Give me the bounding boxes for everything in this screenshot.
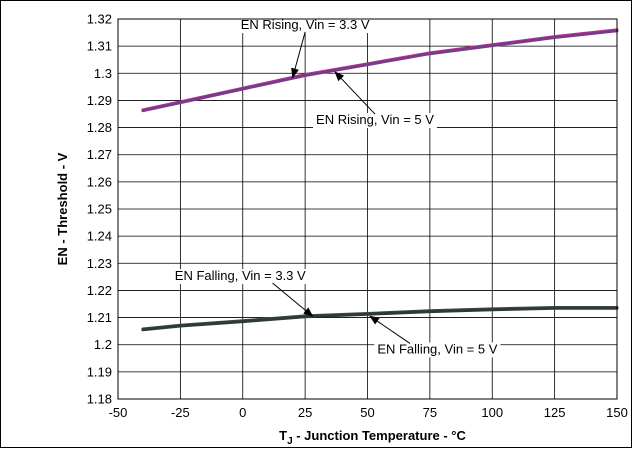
y-tick-label: 1.24 [87, 229, 112, 244]
y-axis-label: EN - Threshold - V [55, 152, 70, 265]
annotation-label: EN Falling, Vin = 3.3 V [175, 268, 306, 283]
y-tick-label: 1.23 [87, 256, 112, 271]
annotation-arrow [369, 315, 411, 344]
x-tick-label: 100 [481, 405, 503, 420]
x-tick-label: 150 [606, 405, 628, 420]
y-tick-label: 1.29 [87, 93, 112, 108]
plot-border [117, 18, 618, 400]
x-tick-label: -50 [109, 405, 128, 420]
series-line [141, 28, 619, 112]
annotation-background [374, 342, 501, 358]
annotation-arrow [334, 71, 376, 115]
y-tick-label: 1.21 [87, 310, 112, 325]
annotations: EN Rising, Vin = 3.3 V EN Rising, Vin = 5… [171, 17, 501, 358]
y-tick-label: 1.26 [87, 174, 112, 189]
annotation-label: EN Rising, Vin = 5 V [316, 112, 434, 127]
y-tick-label: 1.25 [87, 202, 112, 217]
x-axis-label-subscript: J [287, 436, 293, 447]
y-tick-label: 1.31 [87, 39, 112, 54]
x-tick-label: 0 [239, 405, 246, 420]
series-line [141, 29, 619, 113]
series-line [141, 306, 619, 331]
x-tick-label: 75 [423, 405, 437, 420]
x-axis-label-main: T [279, 428, 287, 443]
annotation-background [313, 113, 437, 129]
x-tick-label: 50 [360, 405, 374, 420]
y-tick-label: 1.32 [87, 12, 112, 27]
annotation-background [237, 18, 373, 34]
y-tick-label: 1.2 [94, 337, 112, 352]
annotation-arrow [291, 31, 306, 79]
y-tick-label: 1.19 [87, 364, 112, 379]
y-tick-label: 1.3 [94, 66, 112, 81]
annotation-label: EN Rising, Vin = 3.3 V [241, 17, 370, 32]
y-tick-label: 1.18 [87, 392, 112, 407]
y-tick-label: 1.22 [87, 283, 112, 298]
x-axis-label-rest: - Junction Temperature - °C [293, 428, 467, 443]
x-axis-label: TJ - Junction Temperature - °C [279, 428, 466, 447]
annotation-arrow [272, 282, 314, 317]
x-tick-label: -25 [171, 405, 190, 420]
x-tick-label: 25 [298, 405, 312, 420]
x-tick-label: 125 [544, 405, 566, 420]
y-tick-label: 1.27 [87, 147, 112, 162]
annotation-background [171, 269, 309, 285]
y-tick-label: 1.28 [87, 120, 112, 135]
tick-labels: 1.32 1.31 1.3 1.29 1.28 1.27 1.26 1.25 1.24 1.23 1… [87, 12, 628, 421]
series-layer [141, 28, 619, 332]
annotation-label: EN Falling, Vin = 5 V [377, 341, 497, 356]
series-line [141, 306, 619, 332]
grid [117, 18, 618, 400]
